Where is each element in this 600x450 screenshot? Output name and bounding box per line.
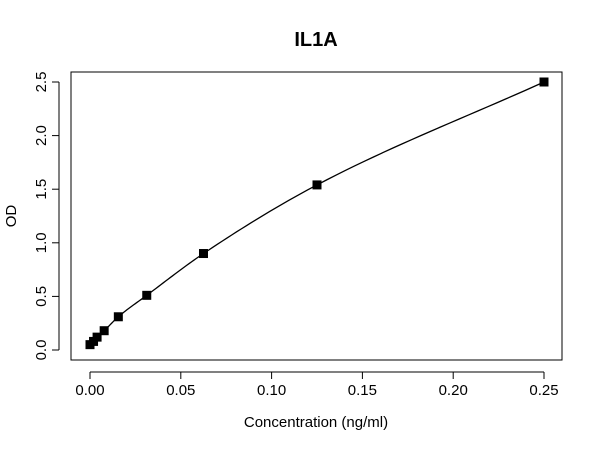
data-point (113, 312, 123, 322)
data-point (142, 290, 152, 300)
y-tick-label: 1.0 (33, 232, 50, 253)
y-tick-label: 1.5 (33, 179, 50, 200)
data-point (92, 332, 102, 342)
data-point (312, 180, 322, 190)
x-axis-label: Concentration (ng/ml) (244, 414, 388, 431)
y-tick-label: 0.5 (33, 286, 50, 307)
x-tick-label: 0.00 (75, 382, 104, 399)
y-axis: 0.0 0.5 1.0 1.5 2.0 2.5 (33, 72, 60, 361)
y-tick-label: 0.0 (33, 340, 50, 361)
chart-title: IL1A (294, 29, 337, 51)
data-point (99, 326, 109, 336)
data-points (85, 77, 549, 350)
data-point (199, 249, 208, 259)
x-axis: 0.00 0.05 0.10 0.15 0.20 0.25 (75, 371, 559, 399)
plot-frame (70, 71, 563, 361)
x-tick-label: 0.05 (166, 382, 195, 399)
y-tick-label: 2.5 (33, 72, 50, 93)
y-tick-label: 2.0 (33, 125, 50, 146)
x-tick-label: 0.15 (348, 382, 377, 399)
fitted-curve (89, 81, 545, 346)
x-tick-label: 0.25 (529, 382, 558, 399)
x-tick-label: 0.20 (439, 382, 468, 399)
data-point (539, 77, 549, 87)
y-axis-label: OD (3, 205, 20, 228)
x-tick-label: 0.10 (257, 382, 286, 399)
